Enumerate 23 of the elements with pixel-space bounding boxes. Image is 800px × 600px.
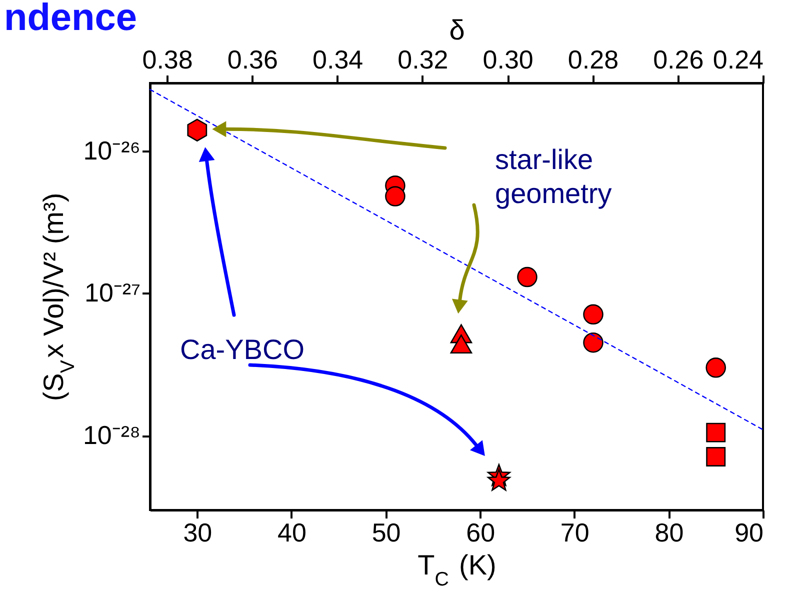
x2-tick-label: 0.24 bbox=[712, 44, 764, 74]
x2-tick-label: 0.28 bbox=[568, 44, 619, 74]
x-tick-label: 90 bbox=[734, 518, 764, 548]
y-tick-label: 10⁻²⁷ bbox=[84, 278, 140, 308]
x2-tick-label: 0.36 bbox=[227, 44, 278, 74]
x2-axis-title: δ bbox=[449, 14, 465, 46]
annotation: star-like geometry bbox=[495, 144, 612, 210]
x2-tick-label: 0.30 bbox=[482, 44, 534, 74]
x2-tick-label: 0.32 bbox=[398, 44, 448, 74]
x2-tick-label: 0.34 bbox=[312, 44, 364, 74]
x-tick-label: 80 bbox=[654, 518, 684, 548]
y-tick-label: 10⁻²⁸ bbox=[82, 420, 140, 450]
y-tick-label: 10⁻²⁶ bbox=[83, 135, 140, 166]
x-axis-title: T$_{C}$ (K) bbox=[418, 550, 496, 590]
annotation: Ca-YBCO bbox=[180, 334, 304, 366]
x2-tick-label: 0.26 bbox=[653, 44, 704, 74]
x-tick-label: 50 bbox=[372, 518, 401, 548]
x-tick-label: 40 bbox=[278, 518, 306, 548]
x-tick-label: 30 bbox=[183, 518, 212, 548]
x2-tick-label: 0.38 bbox=[142, 44, 193, 74]
x-tick-label: 60 bbox=[466, 518, 496, 548]
chart-title: ndence bbox=[4, 0, 138, 39]
x-tick-label: 70 bbox=[560, 518, 590, 548]
